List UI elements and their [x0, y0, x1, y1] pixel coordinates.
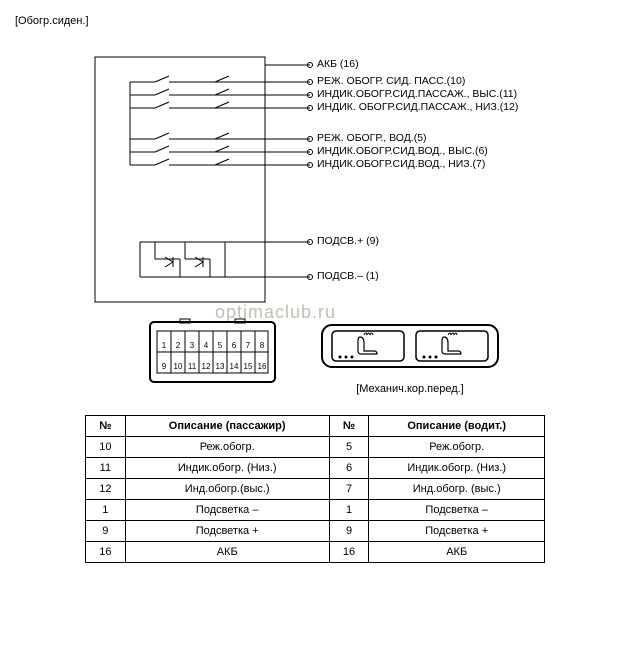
table-cell: 6 — [329, 458, 369, 479]
svg-text:4: 4 — [204, 341, 209, 350]
table-cell: Подсветка – — [369, 500, 545, 521]
label-backlight-p: ПОДСВ.+ (9) — [317, 235, 379, 247]
svg-text:9: 9 — [162, 362, 167, 371]
table-cell: АКБ — [369, 542, 545, 563]
svg-text:5: 5 — [218, 341, 223, 350]
table-cell: Инд.обогр. (выс.) — [369, 479, 545, 500]
th-desc-pass: Описание (пассажир) — [125, 416, 329, 437]
th-num-drv: № — [329, 416, 369, 437]
th-desc-drv: Описание (водит.) — [369, 416, 545, 437]
table-header-row: № Описание (пассажир) № Описание (водит.… — [86, 416, 545, 437]
table-cell: 11 — [86, 458, 126, 479]
connector-svg: 1 2 3 4 5 6 7 8 9 10 11 12 13 14 15 16 — [145, 317, 280, 392]
table-cell: АКБ — [125, 542, 329, 563]
diagram-title: [Обогр.сиден.] — [15, 15, 607, 27]
table-row: 9Подсветка +9Подсветка + — [86, 521, 545, 542]
label-pass-mode: РЕЖ. ОБОГР. СИД. ПАСС.(10) — [317, 75, 465, 87]
th-num-pass: № — [86, 416, 126, 437]
connector-row: 1 2 3 4 5 6 7 8 9 10 11 12 13 14 15 16 — [145, 317, 607, 395]
label-pass-ind-lo: ИНДИК. ОБОГР.СИД.ПАССАЖ., НИЗ.(12) — [317, 101, 518, 113]
svg-text:16: 16 — [258, 362, 267, 371]
table-cell: 16 — [86, 542, 126, 563]
table-cell: 1 — [86, 500, 126, 521]
svg-text:6: 6 — [232, 341, 237, 350]
table-row: 10Реж.обогр.5Реж.обогр. — [86, 437, 545, 458]
table-cell: Реж.обогр. — [369, 437, 545, 458]
label-drv-ind-lo: ИНДИК.ОБОГР.СИД.ВОД., НИЗ.(7) — [317, 158, 485, 170]
svg-text:11: 11 — [188, 362, 197, 371]
table-cell: 10 — [86, 437, 126, 458]
table-cell: 12 — [86, 479, 126, 500]
table-cell: 9 — [86, 521, 126, 542]
svg-text:1: 1 — [162, 341, 167, 350]
switch-block: [Механич.кор.перед.] — [320, 317, 500, 395]
switch-svg — [320, 317, 500, 375]
svg-text:13: 13 — [216, 362, 225, 371]
table-cell: Инд.обогр.(выс.) — [125, 479, 329, 500]
switch-caption: [Механич.кор.перед.] — [320, 383, 500, 395]
table-cell: 9 — [329, 521, 369, 542]
label-pass-ind-hi: ИНДИК.ОБОГР.СИД.ПАССАЖ., ВЫС.(11) — [317, 88, 517, 100]
svg-text:3: 3 — [190, 341, 195, 350]
svg-text:14: 14 — [230, 362, 239, 371]
table-row: 12Инд.обогр.(выс.)7Инд.обогр. (выс.) — [86, 479, 545, 500]
svg-text:7: 7 — [246, 341, 251, 350]
label-drv-mode: РЕЖ. ОБОГР., ВОД.(5) — [317, 132, 427, 144]
schematic-diagram: АКБ (16) РЕЖ. ОБОГР. СИД. ПАСС.(10) ИНДИ… — [85, 47, 622, 307]
label-akb: АКБ (16) — [317, 58, 359, 70]
svg-text:2: 2 — [176, 341, 181, 350]
label-backlight-m: ПОДСВ.– (1) — [317, 270, 379, 282]
table-cell: 16 — [329, 542, 369, 563]
label-drv-ind-hi: ИНДИК.ОБОГР.СИД.ВОД., ВЫС.(6) — [317, 145, 488, 157]
table-cell: Реж.обогр. — [125, 437, 329, 458]
table-cell: Подсветка + — [125, 521, 329, 542]
table-cell: 7 — [329, 479, 369, 500]
table-cell: Подсветка – — [125, 500, 329, 521]
table-row: 11Индик.обогр. (Низ.)6Индик.обогр. (Низ.… — [86, 458, 545, 479]
table-row: 16АКБ16АКБ — [86, 542, 545, 563]
svg-text:15: 15 — [244, 362, 253, 371]
table-cell: Индик.обогр. (Низ.) — [369, 458, 545, 479]
table-cell: 5 — [329, 437, 369, 458]
svg-text:8: 8 — [260, 341, 265, 350]
svg-text:12: 12 — [202, 362, 211, 371]
table-cell: 1 — [329, 500, 369, 521]
pin-table: № Описание (пассажир) № Описание (водит.… — [85, 415, 545, 563]
table-cell: Подсветка + — [369, 521, 545, 542]
svg-text:10: 10 — [174, 362, 183, 371]
table-cell: Индик.обогр. (Низ.) — [125, 458, 329, 479]
table-row: 1Подсветка –1Подсветка – — [86, 500, 545, 521]
